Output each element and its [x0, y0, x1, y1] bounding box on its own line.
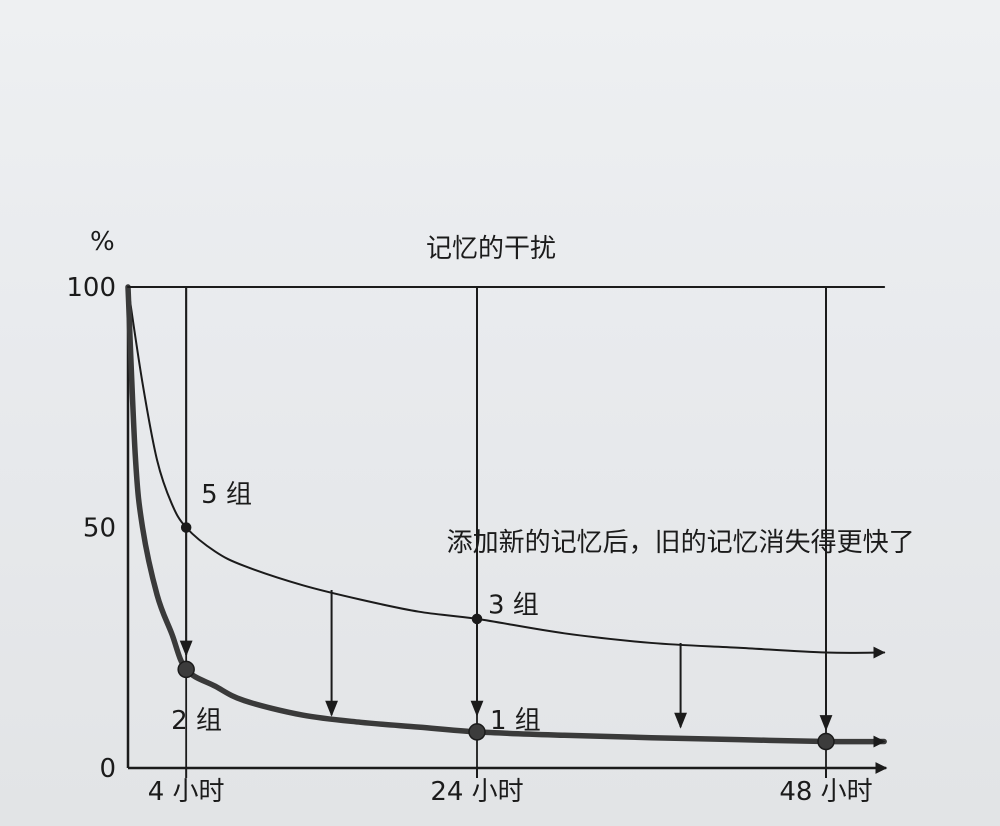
series-line-1 [127, 286, 886, 659]
y-tick-label: 100 [66, 273, 116, 303]
y-tick-label: 0 [99, 754, 116, 784]
x-tick-label: 48 小时 [779, 777, 872, 807]
data-point-marker [471, 613, 483, 625]
data-point-marker [180, 522, 192, 533]
y-tick-label: 50 [83, 514, 116, 544]
series-lines [125, 284, 887, 748]
annotation-label: 3 组 [488, 590, 539, 620]
down-arrows [179, 287, 833, 732]
data-markers [177, 522, 835, 751]
chart-text: 记忆的干扰 % 5 组 3 组 2 组 1 组 添加新的记忆后，旧的记忆消失得更快了 [90, 227, 915, 736]
annotation-label: 2 组 [171, 706, 222, 736]
annotation-label: 5 组 [201, 480, 252, 510]
annotation-label: 1 组 [490, 706, 541, 736]
data-point-marker [177, 660, 195, 679]
series-line-2 [125, 284, 887, 748]
data-point-marker [817, 732, 835, 751]
axes: 100 50 0 4 小时 24 小时 48 小时 [66, 273, 888, 807]
x-tick-label: 4 小时 [148, 777, 225, 807]
y-axis-label: % [90, 227, 115, 257]
chart-title: 记忆的干扰 [426, 234, 556, 264]
x-tick-label: 24 小时 [430, 777, 523, 807]
annotation-label: 添加新的记忆后，旧的记忆消失得更快了 [447, 528, 915, 558]
data-point-marker [468, 723, 486, 741]
